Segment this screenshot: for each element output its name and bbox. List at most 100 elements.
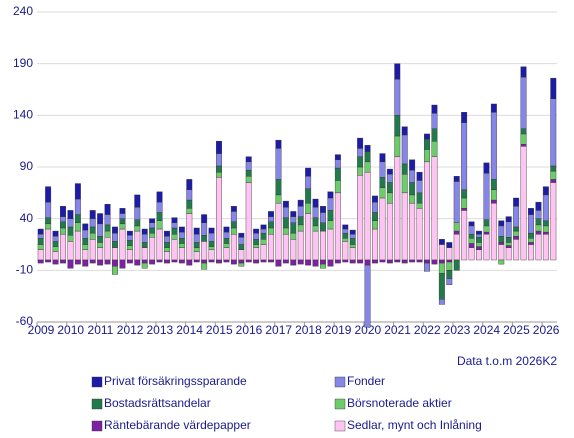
bar-segment <box>268 211 274 217</box>
bar-segment <box>216 140 222 154</box>
bar-segment <box>513 206 520 228</box>
bar-segment <box>223 226 230 233</box>
bar-segment <box>528 208 534 215</box>
bar-segment <box>253 228 260 234</box>
bar-segment <box>156 220 163 230</box>
y-tick-label: -10 <box>16 263 34 277</box>
bar-segment <box>171 259 178 263</box>
bar-segment <box>89 210 96 219</box>
bar-segment <box>290 216 297 224</box>
bar-segment <box>134 259 141 266</box>
bar-segment <box>82 244 89 250</box>
bar-segment <box>535 230 542 235</box>
bar-segment <box>52 259 59 265</box>
bar-segment <box>364 171 371 261</box>
bar-segment <box>97 236 104 243</box>
bar-segment <box>134 194 141 208</box>
bar-segment <box>542 225 549 233</box>
bar-segment <box>37 238 44 245</box>
bar-segment <box>104 230 111 238</box>
bar-segment <box>149 222 156 229</box>
x-tick-label: 2013 <box>147 323 174 337</box>
bar-segment <box>320 259 326 265</box>
bar-segment <box>290 259 297 266</box>
bar-segment <box>260 244 267 261</box>
bar-segment <box>149 237 156 261</box>
bar-segment <box>37 259 44 264</box>
bar-segment <box>520 76 527 129</box>
x-tick-label: 2015 <box>206 323 233 337</box>
bar-segment <box>349 259 356 264</box>
bar-segment <box>535 233 542 261</box>
bar-segment <box>149 218 156 224</box>
bar-segment <box>312 230 319 261</box>
bar-segment <box>312 259 319 267</box>
bar-segment <box>238 262 245 267</box>
bar-segment <box>60 233 66 261</box>
bar-segment <box>446 270 453 279</box>
bar-segment <box>520 146 527 261</box>
bar-segment <box>149 259 156 265</box>
x-tick-label: 2017 <box>265 323 292 337</box>
bar-segment <box>97 213 104 225</box>
bar-segment <box>37 244 44 250</box>
bar-segment <box>483 225 490 233</box>
bar-segment <box>74 183 81 200</box>
x-tick-label: 2014 <box>176 323 203 337</box>
bar-segment <box>364 145 371 152</box>
bar-segment <box>446 242 453 248</box>
bar-segment <box>238 249 245 261</box>
bar-segment <box>126 234 133 241</box>
x-tick-label: 2024 <box>473 323 500 337</box>
bar-segment <box>312 198 319 208</box>
bar-segment <box>119 218 126 225</box>
bar-segment <box>156 228 163 261</box>
bar-segment <box>334 154 341 160</box>
bar-segment <box>438 239 445 245</box>
bar-segment <box>164 251 170 261</box>
bar-segment <box>45 223 52 230</box>
bar-segment <box>468 233 475 239</box>
bar-segment <box>305 167 312 177</box>
bar-segment <box>297 230 304 261</box>
bar-segment <box>282 259 289 264</box>
bar-segment <box>178 226 185 233</box>
bar-segment <box>431 156 438 261</box>
bar-segment <box>208 246 215 250</box>
bar-segment <box>74 222 81 232</box>
bar-segment <box>82 249 89 261</box>
bar-segment <box>260 232 267 240</box>
bar-segment <box>260 224 267 230</box>
bar-segment <box>476 249 482 261</box>
bar-segment <box>178 238 185 244</box>
legend-swatch <box>91 420 103 432</box>
bar-segment <box>476 230 482 235</box>
bar-segment <box>126 240 133 246</box>
bar-segment <box>438 244 445 261</box>
bar-segment <box>193 227 200 235</box>
bar-segment <box>320 206 326 213</box>
bar-segment <box>520 144 527 147</box>
bar-segment <box>453 233 460 261</box>
bar-segment <box>334 159 341 169</box>
bar-segment <box>535 224 542 232</box>
bar-segment <box>193 247 200 252</box>
bar-segment <box>238 232 245 238</box>
bar-segment <box>164 230 170 237</box>
bar-segment <box>357 156 364 168</box>
bar-segment <box>171 222 178 229</box>
bar-segment <box>490 112 497 180</box>
bar-segment <box>453 222 460 232</box>
bar-segment <box>498 242 505 245</box>
bar-segment <box>490 199 497 204</box>
bar-segment <box>238 244 245 250</box>
bar-segment <box>401 134 408 165</box>
bar-segment <box>97 242 104 248</box>
y-tick-label: 90 <box>20 159 34 173</box>
bar-segment <box>260 228 267 234</box>
bar-segment <box>379 161 386 178</box>
x-tick-label: 2025 <box>503 323 530 337</box>
bar-segment <box>357 175 364 261</box>
bar-segment <box>424 259 430 264</box>
bar-segment <box>119 208 126 214</box>
